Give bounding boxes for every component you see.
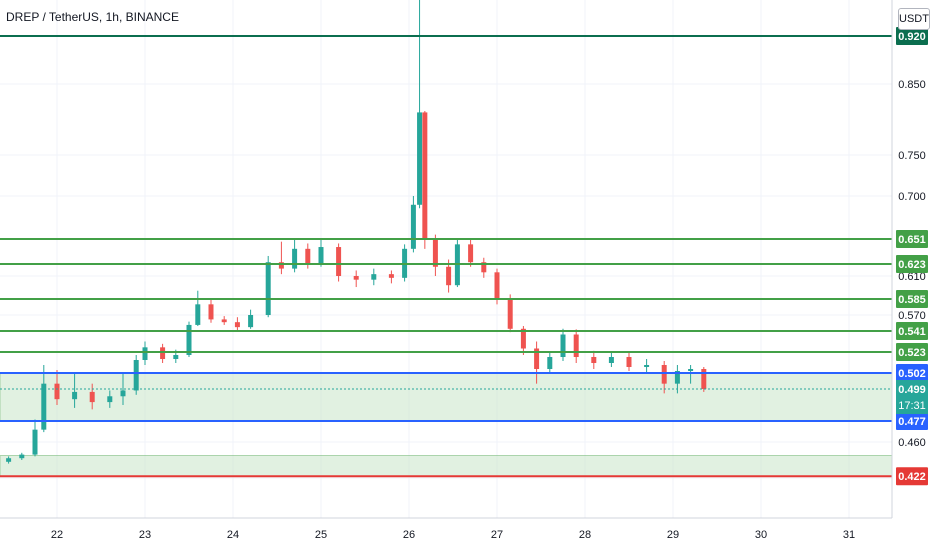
candle-body bbox=[19, 454, 25, 459]
candle-body bbox=[265, 262, 271, 315]
current-price-label: 0.499 bbox=[898, 384, 926, 396]
y-tick-label: 0.570 bbox=[898, 310, 926, 322]
candle-body bbox=[248, 315, 254, 328]
candle-body bbox=[432, 239, 438, 267]
level-label-bg bbox=[896, 27, 928, 45]
candle-body bbox=[41, 383, 47, 430]
level-label: 0.920 bbox=[898, 31, 926, 43]
candle-body bbox=[534, 348, 540, 369]
candle-body bbox=[481, 262, 487, 273]
level-label-bg bbox=[896, 290, 928, 308]
grid bbox=[0, 0, 892, 518]
x-tick-label: 28 bbox=[579, 529, 591, 541]
current-price-bg bbox=[896, 380, 928, 414]
symbol-title[interactable]: DREP / TetherUS, 1h, BINANCE bbox=[6, 10, 179, 24]
candle-body bbox=[186, 324, 192, 355]
candle-body bbox=[591, 357, 597, 363]
candle-body bbox=[221, 319, 227, 323]
y-tick-label: 0.850 bbox=[898, 79, 926, 91]
candle-body bbox=[160, 347, 166, 359]
candle-body bbox=[661, 365, 667, 384]
candle-body bbox=[107, 396, 113, 403]
level-label-bg bbox=[896, 230, 928, 248]
candle-body bbox=[446, 266, 452, 286]
candle-body bbox=[560, 334, 566, 357]
level-label: 0.422 bbox=[898, 471, 926, 483]
level-label: 0.623 bbox=[898, 259, 926, 271]
candle-body bbox=[547, 357, 553, 369]
y-tick-label: 0.750 bbox=[898, 150, 926, 162]
candle-body bbox=[32, 429, 38, 455]
candle-body bbox=[89, 391, 95, 403]
candle-body bbox=[133, 360, 139, 391]
candle-body bbox=[54, 383, 60, 400]
candle-body bbox=[278, 262, 284, 269]
candle-body bbox=[234, 322, 240, 328]
candle-body bbox=[208, 304, 214, 320]
level-label: 0.502 bbox=[898, 368, 926, 380]
candle-body bbox=[336, 247, 342, 276]
x-tick-label: 25 bbox=[315, 529, 327, 541]
y-tick-label: 0.700 bbox=[898, 191, 926, 203]
x-tick-label: 27 bbox=[491, 529, 503, 541]
candle-body bbox=[417, 112, 423, 205]
level-label: 0.477 bbox=[898, 416, 926, 428]
candle-body bbox=[573, 334, 579, 357]
candle-body bbox=[644, 365, 650, 367]
candle-body bbox=[6, 458, 12, 462]
x-tick-label: 22 bbox=[51, 529, 63, 541]
candle-body bbox=[142, 347, 148, 360]
candle-body bbox=[388, 274, 394, 278]
level-label-bg bbox=[896, 255, 928, 273]
countdown-label: 17:31 bbox=[898, 400, 926, 412]
x-tick-label: 26 bbox=[403, 529, 415, 541]
price-axis[interactable] bbox=[892, 0, 932, 550]
candle-body bbox=[468, 244, 474, 263]
candle-body bbox=[353, 276, 359, 280]
candle-body bbox=[410, 204, 416, 249]
candle-body bbox=[292, 248, 298, 269]
candle-body bbox=[608, 357, 614, 363]
candle-body bbox=[688, 369, 694, 371]
candle-body bbox=[120, 390, 126, 397]
candle-body bbox=[305, 248, 311, 264]
level-label-bg bbox=[896, 322, 928, 340]
candle-body bbox=[173, 355, 179, 359]
candle-body bbox=[701, 369, 707, 389]
level-label-bg bbox=[896, 364, 928, 382]
zone-1 bbox=[0, 455, 893, 477]
level-label-bg bbox=[896, 467, 928, 486]
candle-body bbox=[626, 357, 632, 367]
x-tick-label: 31 bbox=[843, 529, 855, 541]
candle-body bbox=[318, 247, 324, 264]
candle-body bbox=[422, 112, 428, 240]
y-tick-label: 0.610 bbox=[898, 271, 926, 283]
x-tick-label: 23 bbox=[139, 529, 151, 541]
level-label-bg bbox=[896, 343, 928, 361]
currency-label[interactable]: USDT bbox=[898, 8, 930, 30]
candle-body bbox=[674, 371, 680, 384]
candle-body bbox=[72, 391, 78, 400]
candle-body bbox=[195, 304, 201, 325]
level-label: 0.523 bbox=[898, 347, 926, 359]
x-tick-label: 29 bbox=[667, 529, 679, 541]
candle-body bbox=[520, 328, 526, 349]
levels bbox=[0, 35, 892, 478]
y-tick-label: 0.460 bbox=[898, 437, 926, 449]
level-label: 0.585 bbox=[898, 294, 926, 306]
candle-body bbox=[494, 272, 500, 299]
level-label: 0.651 bbox=[898, 234, 926, 246]
level-label: 0.541 bbox=[898, 326, 926, 338]
x-tick-label: 30 bbox=[755, 529, 767, 541]
candle-body bbox=[507, 299, 513, 329]
candle-body bbox=[371, 274, 377, 280]
x-tick-label: 24 bbox=[227, 529, 239, 541]
level-label-bg bbox=[896, 412, 928, 430]
